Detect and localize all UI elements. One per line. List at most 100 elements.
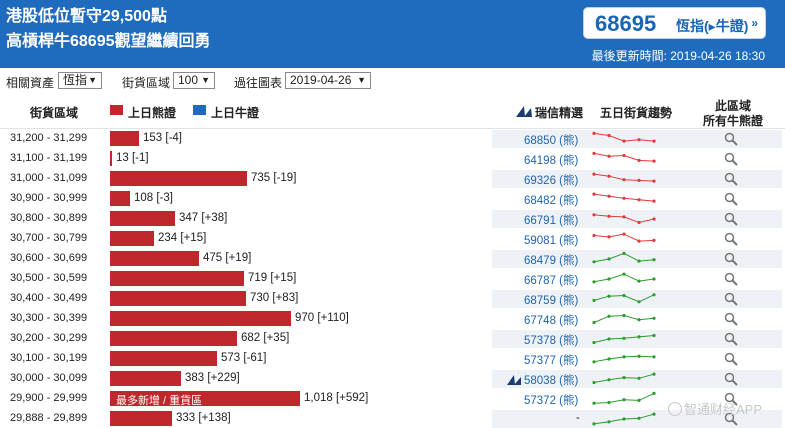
trend-point — [592, 320, 596, 325]
bear-bar[interactable] — [110, 171, 247, 186]
warrant-code-link[interactable]: 67748 (熊) — [524, 315, 579, 327]
row-range: 31,100 - 31,199 — [10, 152, 88, 164]
search-icon[interactable] — [724, 132, 738, 146]
double-chevron-right-icon: » — [751, 16, 758, 30]
trend-point — [622, 293, 626, 298]
search-icon[interactable] — [724, 352, 738, 366]
search-icon[interactable] — [724, 192, 738, 206]
five-day-trend-sparkline — [592, 391, 656, 405]
warrant-code-link[interactable]: 69326 (熊) — [524, 175, 579, 187]
bear-bar[interactable] — [110, 371, 181, 386]
trend-point — [592, 260, 596, 264]
search-icon[interactable] — [724, 292, 738, 306]
search-icon[interactable] — [724, 232, 738, 246]
column-trend-header: 五日街貨趨勢 — [600, 106, 673, 120]
table-row: 29,888 - 29,899 333 [+138] - — [0, 409, 785, 428]
last-updated-text: 最後更新時間: 2019-04-26 18:30 — [591, 49, 765, 63]
bear-bar[interactable] — [110, 311, 291, 326]
trend-point — [652, 199, 656, 203]
range-label: 街貨區域 — [122, 76, 171, 90]
bear-bar[interactable] — [110, 351, 217, 366]
warrant-code-link[interactable]: 66787 (熊) — [524, 275, 579, 287]
five-day-trend-sparkline — [592, 213, 656, 225]
search-icon[interactable] — [724, 412, 738, 426]
search-icon[interactable] — [724, 312, 738, 326]
bear-bar[interactable] — [110, 271, 244, 286]
row-stripe — [492, 210, 782, 228]
warrant-code-link[interactable]: 58038 (熊) — [524, 375, 579, 387]
bear-bar[interactable] — [110, 391, 300, 406]
page-header: 港股低位暫守29,500點 高槓桿牛68695觀望繼續回勇 68695 恆指(▸… — [0, 0, 785, 68]
asset-select[interactable]: 恆指 ▼ — [58, 72, 102, 89]
column-all-header-line1: 此區域 — [715, 99, 752, 113]
row-range: 30,400 - 30,499 — [10, 292, 88, 304]
search-icon[interactable] — [724, 212, 738, 226]
warrant-code-link[interactable]: 59081 (熊) — [524, 235, 579, 247]
trend-point — [652, 355, 656, 359]
warrant-code-link[interactable]: 68479 (熊) — [524, 255, 579, 267]
row-range: 30,300 - 30,399 — [10, 312, 88, 324]
trend-point — [652, 217, 656, 221]
date-select[interactable]: 2019-04-26 ▼ — [285, 72, 371, 89]
trend-point — [607, 420, 611, 424]
five-day-trend-sparkline — [592, 151, 656, 163]
row-stripe — [492, 330, 782, 348]
trend-point — [637, 158, 641, 162]
trend-point — [622, 251, 626, 255]
bear-bar[interactable] — [110, 211, 175, 226]
bear-bar[interactable] — [110, 131, 139, 146]
watermark: 智通财经APP — [668, 399, 762, 418]
warrant-code-link[interactable]: 68482 (熊) — [524, 195, 579, 207]
warrant-code-link[interactable]: 68759 (熊) — [524, 295, 579, 307]
bear-bar[interactable] — [110, 291, 246, 306]
warrant-code-link[interactable]: 64198 (熊) — [524, 155, 579, 167]
trend-point — [622, 139, 626, 143]
trend-point — [622, 417, 626, 421]
trend-point — [637, 220, 641, 225]
column-pick-header: 瑞信精選 — [535, 106, 584, 120]
trend-point — [592, 380, 596, 385]
warrant-code-link[interactable]: 68850 (熊) — [524, 135, 579, 147]
trend-point — [592, 340, 596, 345]
row-stripe — [492, 170, 782, 188]
row-stripe — [492, 250, 782, 268]
bear-bar[interactable] — [110, 191, 130, 206]
column-all-header-line2: 所有牛熊證 — [703, 114, 764, 128]
warrant-code-link[interactable]: 66791 (熊) — [524, 215, 579, 227]
warrant-code-link[interactable]: 57377 (熊) — [524, 355, 579, 367]
search-icon[interactable] — [724, 392, 738, 406]
trend-point — [622, 232, 626, 236]
trend-point — [652, 293, 656, 297]
trend-point — [637, 279, 641, 283]
trend-point — [592, 280, 596, 284]
bear-bar[interactable] — [110, 251, 199, 266]
table-row: 31,000 - 31,099 735 [-19] 69326 (熊) — [0, 169, 785, 189]
trend-point — [592, 360, 596, 364]
trend-point — [652, 159, 656, 163]
search-icon[interactable] — [724, 152, 738, 166]
search-icon[interactable] — [724, 172, 738, 186]
bar-value: 234 [+15] — [158, 232, 207, 244]
search-icon[interactable] — [724, 332, 738, 346]
warrant-badge-button[interactable]: 68695 恆指(▸牛證) » — [583, 7, 766, 39]
search-icon[interactable] — [724, 272, 738, 286]
bear-bar[interactable] — [110, 411, 172, 426]
bear-bar[interactable] — [110, 151, 112, 166]
bar-value: 347 [+38] — [179, 212, 228, 224]
trend-point — [652, 391, 656, 395]
range-select[interactable]: 100 ▼ — [173, 72, 215, 89]
bar-value: 13 [-1] — [116, 152, 149, 164]
search-icon[interactable] — [724, 372, 738, 386]
table-row: 31,100 - 31,199 13 [-1] 64198 (熊) — [0, 149, 785, 169]
warrant-code-link[interactable]: 57372 (熊) — [524, 395, 579, 407]
table-row: 30,300 - 30,399 970 [+110] 67748 (熊) — [0, 309, 785, 329]
trend-point — [607, 194, 611, 198]
warrant-code-link[interactable]: 57378 (熊) — [524, 335, 579, 347]
asset-select-value: 恆指 — [63, 73, 88, 87]
column-range-header: 街貨區域 — [30, 106, 79, 120]
bear-bar[interactable] — [110, 231, 154, 246]
search-icon[interactable] — [724, 252, 738, 266]
bar-value: 108 [-3] — [134, 192, 173, 204]
bear-bar[interactable] — [110, 331, 237, 346]
trend-point — [637, 300, 641, 304]
